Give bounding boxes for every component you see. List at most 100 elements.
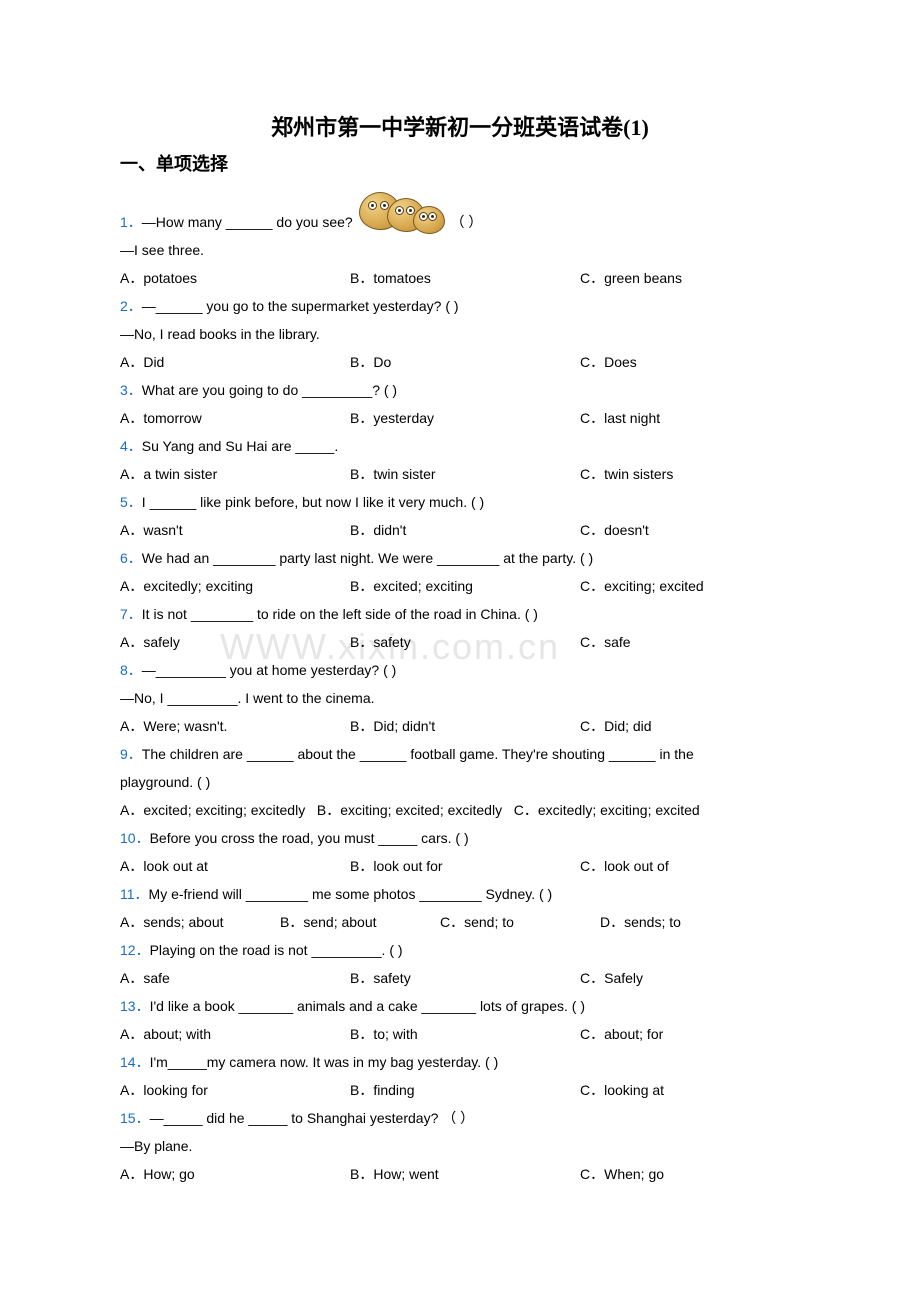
option-a: A．How; go [120,1160,350,1188]
question-line: 15．—_____ did he _____ to Shanghai yeste… [120,1104,800,1132]
question-stem: —_____ did he _____ to Shanghai yesterda… [150,1110,475,1126]
option-a: A．look out at [120,852,350,880]
option-b: B．send; about [280,908,440,936]
page: WWW.xixin.com.cn 郑州市第一中学新初一分班英语试卷(1) 一、单… [0,0,920,1248]
option-c: C．last night [580,404,660,432]
options-row: A．Did B．Do C．Does [120,348,800,376]
question-line: 5．I ______ like pink before, but now I l… [120,488,800,516]
option-b: B．didn't [350,516,580,544]
question-number: 15． [120,1110,150,1126]
question-stem: I ______ like pink before, but now I lik… [142,494,484,510]
question-line: 8．—_________ you at home yesterday? ( ) [120,656,800,684]
options-row: A．Were; wasn't. B．Did; didn't C．Did; did [120,712,800,740]
question-number: 5． [120,494,142,510]
option-a: A．wasn't [120,516,350,544]
options-row: A．potatoes B．tomatoes C．green beans [120,264,800,292]
option-c: C．send; to [440,908,600,936]
question-stem: I'd like a book _______ animals and a ca… [150,998,585,1014]
question-line: 10．Before you cross the road, you must _… [120,824,800,852]
question-line2: playground. ( ) [120,768,800,796]
question-line: 13．I'd like a book _______ animals and a… [120,992,800,1020]
option-c: C．Did; did [580,712,652,740]
option-c: C．excitedly; exciting; excited [514,802,700,818]
question-line2: —No, I _________. I went to the cinema. [120,684,800,712]
option-b: B．Do [350,348,580,376]
options-row: A．safe B．safety C．Safely [120,964,800,992]
question-stem: We had an ________ party last night. We … [142,550,593,566]
question-stem: —_________ you at home yesterday? ( ) [142,662,397,678]
option-c: C．doesn't [580,516,649,544]
options-row: A．about; with B．to; with C．about; for [120,1020,800,1048]
option-b: B．safety [350,628,580,656]
question-stem: What are you going to do _________? ( ) [142,382,397,398]
option-a: A．safe [120,964,350,992]
option-b: B．look out for [350,852,580,880]
question-number: 7． [120,606,142,622]
page-title: 郑州市第一中学新初一分班英语试卷(1) [120,110,800,142]
option-c: C．twin sisters [580,460,673,488]
option-c: C．looking at [580,1076,664,1104]
question-line: 4．Su Yang and Su Hai are _____. [120,432,800,460]
question-number: 1． [120,214,142,230]
question-number: 3． [120,382,142,398]
question-number: 8． [120,662,142,678]
option-b: B．excited; exciting [350,572,580,600]
option-c: C．about; for [580,1020,663,1048]
question-line2: —By plane. [120,1132,800,1160]
option-c: C．green beans [580,264,682,292]
option-d: D．sends; to [600,908,681,936]
potatoes-image [357,182,447,240]
question-number: 9． [120,746,142,762]
question-stem: Su Yang and Su Hai are _____. [142,438,338,454]
option-b: B．finding [350,1076,580,1104]
question-number: 4． [120,438,142,454]
question-stem: I'm_____my camera now. It was in my bag … [150,1054,499,1070]
question-line: 7．It is not ________ to ride on the left… [120,600,800,628]
question-line: 14．I'm_____my camera now. It was in my b… [120,1048,800,1076]
option-a: A．excitedly; exciting [120,572,350,600]
question-line: 2．—______ you go to the supermarket yest… [120,292,800,320]
question-number: 10． [120,830,150,846]
question-line2: —I see three. [120,236,800,264]
option-b: B．safety [350,964,580,992]
question-number: 13． [120,998,150,1014]
section-header: 一、单项选择 [120,150,800,176]
question-stem: Playing on the road is not _________. ( … [150,942,403,958]
option-a: A．sends; about [120,908,280,936]
question-stem: —How many ______ do you see? [142,214,357,230]
question-line: 6．We had an ________ party last night. W… [120,544,800,572]
question-line: 1．—How many ______ do you see? （ ） [120,182,800,236]
question-number: 11． [120,886,149,902]
options-row: A．looking for B．finding C．looking at [120,1076,800,1104]
option-a: A．safely [120,628,350,656]
option-b: B．to; with [350,1020,580,1048]
options-row-inline: A．excited; exciting; excitedly B．excitin… [120,796,800,824]
option-c: C．exciting; excited [580,572,704,600]
question-stem-after: （ ） [451,214,483,230]
question-line: 3．What are you going to do _________? ( … [120,376,800,404]
options-row: A．wasn't B．didn't C．doesn't [120,516,800,544]
question-stem: My e-friend will ________ me some photos… [149,886,553,902]
option-a: A．Were; wasn't. [120,712,350,740]
options-row: A．tomorrow B．yesterday C．last night [120,404,800,432]
options-row: A．look out at B．look out for C．look out … [120,852,800,880]
options-row: A．How; go B．How; went C．When; go [120,1160,800,1188]
option-c: C．Does [580,348,637,376]
question-line: 9．The children are ______ about the ____… [120,740,800,768]
option-b: B．yesterday [350,404,580,432]
option-c: C．safe [580,628,631,656]
question-line: 11．My e-friend will ________ me some pho… [120,880,800,908]
question-number: 6． [120,550,142,566]
option-a: A．about; with [120,1020,350,1048]
options-row: A．excitedly; exciting B．excited; excitin… [120,572,800,600]
question-stem: It is not ________ to ride on the left s… [142,606,538,622]
option-a: A．Did [120,348,350,376]
content: 郑州市第一中学新初一分班英语试卷(1) 一、单项选择 1．—How many _… [120,110,800,1188]
option-b: B．exciting; excited; excitedly [317,802,502,818]
options-row: A．a twin sister B．twin sister C．twin sis… [120,460,800,488]
question-number: 14． [120,1054,150,1070]
question-stem: —______ you go to the supermarket yester… [142,298,459,314]
option-b: B．Did; didn't [350,712,580,740]
question-stem: The children are ______ about the ______… [142,746,694,762]
option-a: A．looking for [120,1076,350,1104]
